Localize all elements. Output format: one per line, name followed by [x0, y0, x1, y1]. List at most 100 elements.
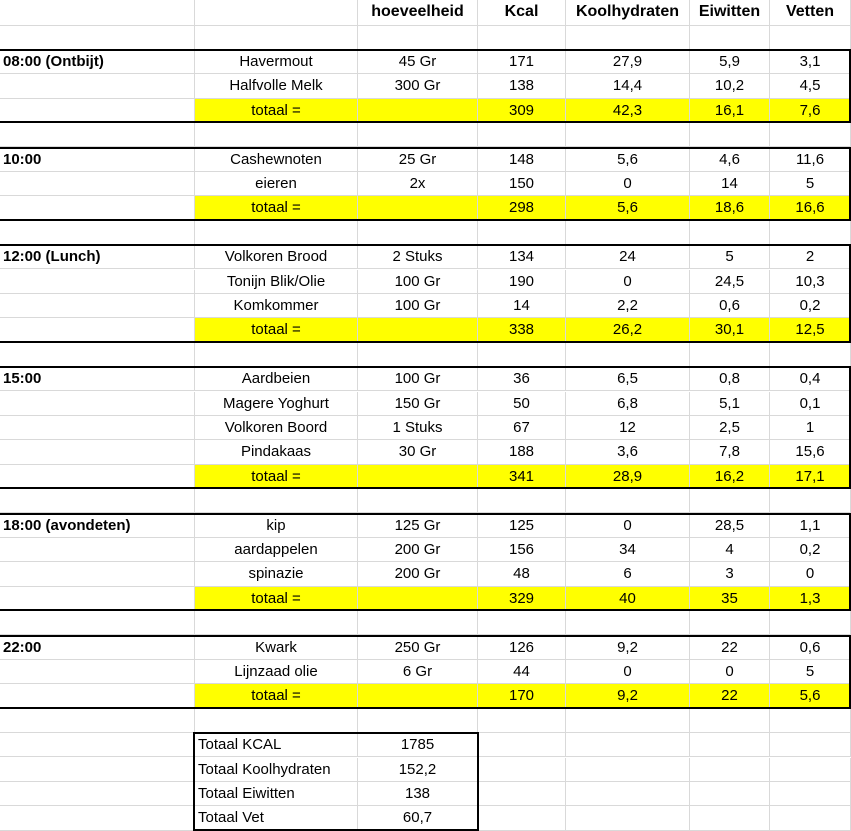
column-header[interactable] — [0, 0, 195, 26]
food-value[interactable]: 2 — [770, 245, 851, 270]
empty-cell[interactable] — [478, 342, 566, 368]
food-value[interactable]: 125 Gr — [358, 513, 478, 538]
food-value[interactable]: 200 Gr — [358, 537, 478, 563]
food-value[interactable]: 14 — [690, 171, 770, 197]
total-value[interactable]: 28,9 — [566, 464, 690, 490]
empty-cell[interactable] — [770, 611, 851, 636]
food-value[interactable]: 24 — [566, 245, 690, 270]
empty-cell[interactable] — [566, 489, 690, 514]
column-header[interactable]: Kcal — [478, 0, 566, 26]
food-value[interactable]: 15,6 — [770, 440, 851, 465]
food-value[interactable]: 12 — [566, 415, 690, 441]
food-value[interactable]: 48 — [478, 562, 566, 587]
empty-cell[interactable] — [0, 196, 195, 221]
empty-cell[interactable] — [690, 757, 770, 782]
summary-label[interactable]: Totaal Eiwitten — [195, 781, 358, 807]
total-value[interactable]: 5,6 — [770, 684, 851, 709]
food-name[interactable]: Volkoren Boord — [195, 415, 358, 441]
empty-cell[interactable] — [478, 733, 566, 758]
empty-cell[interactable] — [0, 318, 195, 343]
food-value[interactable]: 150 Gr — [358, 391, 478, 416]
food-value[interactable]: 0,2 — [770, 293, 851, 319]
food-value[interactable]: 27,9 — [566, 49, 690, 75]
summary-value[interactable]: 152,2 — [358, 757, 478, 782]
meal-time[interactable]: 18:00 (avondeten) — [0, 513, 195, 538]
food-value[interactable]: 150 — [478, 171, 566, 197]
food-value[interactable]: 6 — [566, 562, 690, 587]
empty-cell[interactable] — [358, 489, 478, 514]
food-value[interactable]: 28,5 — [690, 513, 770, 538]
total-value[interactable]: 170 — [478, 684, 566, 709]
total-value[interactable]: 16,2 — [690, 464, 770, 490]
total-value[interactable]: 12,5 — [770, 318, 851, 343]
food-name[interactable]: Magere Yoghurt — [195, 391, 358, 416]
column-header[interactable]: hoeveelheid — [358, 0, 478, 26]
meal-time[interactable]: 12:00 (Lunch) — [0, 245, 195, 270]
total-value[interactable]: 341 — [478, 464, 566, 490]
empty-cell[interactable] — [566, 733, 690, 758]
food-value[interactable]: 3 — [690, 562, 770, 587]
total-value[interactable]: 40 — [566, 586, 690, 612]
food-value[interactable]: 188 — [478, 440, 566, 465]
food-value[interactable]: 0 — [566, 269, 690, 294]
empty-cell[interactable] — [566, 342, 690, 368]
food-value[interactable]: 134 — [478, 245, 566, 270]
empty-cell[interactable] — [358, 98, 478, 124]
column-header[interactable]: Koolhydraten — [566, 0, 690, 26]
food-value[interactable]: 10,3 — [770, 269, 851, 294]
summary-value[interactable]: 1785 — [358, 733, 478, 758]
column-header[interactable] — [195, 0, 358, 26]
empty-cell[interactable] — [358, 708, 478, 734]
empty-cell[interactable] — [0, 806, 195, 831]
empty-cell[interactable] — [195, 220, 358, 246]
food-value[interactable]: 171 — [478, 49, 566, 75]
empty-cell[interactable] — [358, 123, 478, 148]
meal-time[interactable]: 15:00 — [0, 367, 195, 392]
empty-cell[interactable] — [0, 74, 195, 99]
empty-cell[interactable] — [566, 781, 690, 807]
total-label[interactable]: totaal = — [195, 196, 358, 221]
empty-cell[interactable] — [478, 123, 566, 148]
empty-cell[interactable] — [195, 708, 358, 734]
food-value[interactable]: 190 — [478, 269, 566, 294]
summary-value[interactable]: 138 — [358, 781, 478, 807]
meal-time[interactable]: 22:00 — [0, 635, 195, 660]
food-value[interactable]: 250 Gr — [358, 635, 478, 660]
food-value[interactable]: 0,1 — [770, 391, 851, 416]
empty-cell[interactable] — [0, 537, 195, 563]
empty-cell[interactable] — [0, 293, 195, 319]
empty-cell[interactable] — [0, 562, 195, 587]
empty-cell[interactable] — [478, 220, 566, 246]
summary-label[interactable]: Totaal Vet — [195, 806, 358, 831]
food-value[interactable]: 6,5 — [566, 367, 690, 392]
empty-cell[interactable] — [0, 757, 195, 782]
empty-cell[interactable] — [195, 489, 358, 514]
total-value[interactable]: 42,3 — [566, 98, 690, 124]
meal-time[interactable]: 10:00 — [0, 147, 195, 172]
empty-cell[interactable] — [195, 25, 358, 50]
column-header[interactable]: Vetten — [770, 0, 851, 26]
food-value[interactable]: 0 — [566, 513, 690, 538]
empty-cell[interactable] — [0, 440, 195, 465]
food-name[interactable]: aardappelen — [195, 537, 358, 563]
food-value[interactable]: 0 — [566, 659, 690, 685]
food-value[interactable]: 100 Gr — [358, 367, 478, 392]
empty-cell[interactable] — [0, 123, 195, 148]
empty-cell[interactable] — [690, 220, 770, 246]
food-name[interactable]: Halfvolle Melk — [195, 74, 358, 99]
food-name[interactable]: Aardbeien — [195, 367, 358, 392]
food-value[interactable]: 9,2 — [566, 635, 690, 660]
food-value[interactable]: 200 Gr — [358, 562, 478, 587]
empty-cell[interactable] — [358, 220, 478, 246]
food-value[interactable]: 5 — [770, 659, 851, 685]
total-value[interactable]: 26,2 — [566, 318, 690, 343]
food-value[interactable]: 3,1 — [770, 49, 851, 75]
empty-cell[interactable] — [195, 611, 358, 636]
empty-cell[interactable] — [0, 733, 195, 758]
food-name[interactable]: spinazie — [195, 562, 358, 587]
food-name[interactable]: Volkoren Brood — [195, 245, 358, 270]
food-value[interactable]: 5 — [690, 245, 770, 270]
empty-cell[interactable] — [690, 25, 770, 50]
empty-cell[interactable] — [770, 342, 851, 368]
